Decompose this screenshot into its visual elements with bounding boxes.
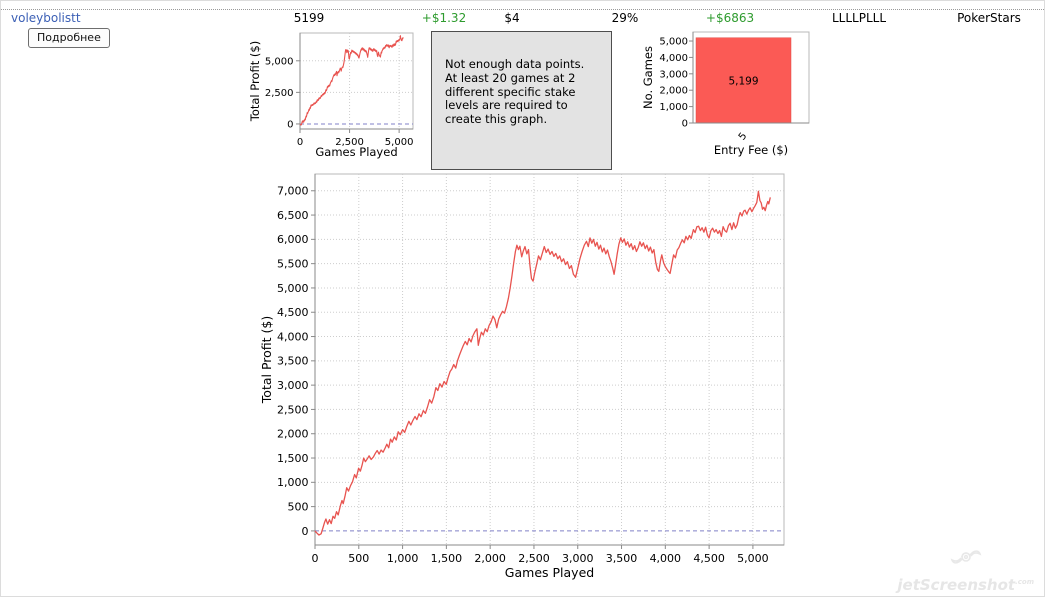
svg-text:2,000: 2,000 xyxy=(277,428,309,441)
svg-text:2,500: 2,500 xyxy=(277,403,309,416)
svg-text:3,000: 3,000 xyxy=(659,69,688,80)
profit-main-chart: 0 500 1,000 1,500 2,000 2,500 3,000 3,500 4,000 4… xyxy=(247,169,795,596)
svg-text:Total Profit ($): Total Profit ($) xyxy=(259,316,274,404)
svg-text:2,000: 2,000 xyxy=(474,552,506,565)
svg-text:0: 0 xyxy=(297,137,303,148)
jetscreenshot-watermark: jetScreenshot.com xyxy=(897,545,1034,594)
watermark-text: jetScreenshot.com xyxy=(897,576,1034,594)
svg-text:0: 0 xyxy=(287,119,293,130)
svg-text:Total Profit ($): Total Profit ($) xyxy=(248,41,262,122)
details-button[interactable]: Подробнее xyxy=(28,28,110,48)
profit-mini-chart: 0 2,500 5,000 0 2,500 5,000 Games Played Total … xyxy=(246,27,422,175)
svg-text:Games Played: Games Played xyxy=(505,565,594,580)
svg-text:2,000: 2,000 xyxy=(659,86,688,97)
svg-text:0: 0 xyxy=(682,119,688,130)
stat-roi: 29% xyxy=(611,11,639,25)
svg-text:7,000: 7,000 xyxy=(277,185,309,198)
svg-text:4,500: 4,500 xyxy=(277,306,309,319)
svg-text:2,500: 2,500 xyxy=(518,552,550,565)
svg-text:5,000: 5,000 xyxy=(265,56,294,67)
svg-text:4,000: 4,000 xyxy=(659,53,688,64)
svg-text:1,000: 1,000 xyxy=(387,552,419,565)
top-separator-rule xyxy=(1,9,1044,10)
svg-text:Games Played: Games Played xyxy=(315,145,397,159)
stat-games-count: 5199 xyxy=(293,11,325,25)
stat-average-stake: $4 xyxy=(504,11,520,25)
svg-text:5,500: 5,500 xyxy=(277,258,309,271)
stat-average-profit: +$1.32 xyxy=(421,11,467,25)
svg-text:2,500: 2,500 xyxy=(335,137,364,148)
svg-text:6,500: 6,500 xyxy=(277,209,309,222)
svg-text:5,000: 5,000 xyxy=(385,137,414,148)
svg-text:6,000: 6,000 xyxy=(277,233,309,246)
svg-text:No. Games: No. Games xyxy=(641,46,655,109)
svg-text:4,000: 4,000 xyxy=(277,330,309,343)
svg-text:Entry Fee ($): Entry Fee ($) xyxy=(714,143,788,157)
svg-text:3,500: 3,500 xyxy=(277,355,309,368)
svg-text:5,000: 5,000 xyxy=(277,282,309,295)
svg-text:1,500: 1,500 xyxy=(431,552,463,565)
profit-main-svg: 0 500 1,000 1,500 2,000 2,500 3,000 3,500 4,000 4… xyxy=(259,173,785,580)
stat-network: PokerStars xyxy=(957,11,1021,25)
svg-text:4,000: 4,000 xyxy=(650,552,682,565)
svg-text:5,000: 5,000 xyxy=(659,37,688,48)
jetscreenshot-logo-icon xyxy=(950,550,982,564)
svg-text:1,000: 1,000 xyxy=(659,102,688,113)
stake-graph-message-box: Not enough data points. At least 20 game… xyxy=(431,31,612,170)
svg-text:500: 500 xyxy=(348,552,369,565)
svg-text:3,000: 3,000 xyxy=(277,379,309,392)
svg-text:5,199: 5,199 xyxy=(728,75,758,87)
svg-text:5,000: 5,000 xyxy=(737,552,769,565)
svg-text:0: 0 xyxy=(302,525,309,538)
games-by-stake-chart: 0 1,000 2,000 3,000 4,000 5,000 5,199 5 Entry Fe… xyxy=(641,27,827,175)
stat-recent-form: LLLLPLLL xyxy=(831,11,887,25)
svg-text:1,000: 1,000 xyxy=(277,476,309,489)
stake-graph-message: Not enough data points. At least 20 game… xyxy=(445,57,585,127)
stat-total-profit: +$6863 xyxy=(705,11,755,25)
svg-text:3,000: 3,000 xyxy=(562,552,594,565)
svg-text:4,500: 4,500 xyxy=(693,552,725,565)
svg-text:5: 5 xyxy=(737,131,750,143)
player-name-link[interactable]: voleybolistt xyxy=(11,11,81,25)
svg-text:1,500: 1,500 xyxy=(277,452,309,465)
svg-text:0: 0 xyxy=(312,552,319,565)
svg-text:500: 500 xyxy=(288,500,309,513)
svg-text:2,500: 2,500 xyxy=(265,88,294,99)
svg-text:3,500: 3,500 xyxy=(606,552,638,565)
